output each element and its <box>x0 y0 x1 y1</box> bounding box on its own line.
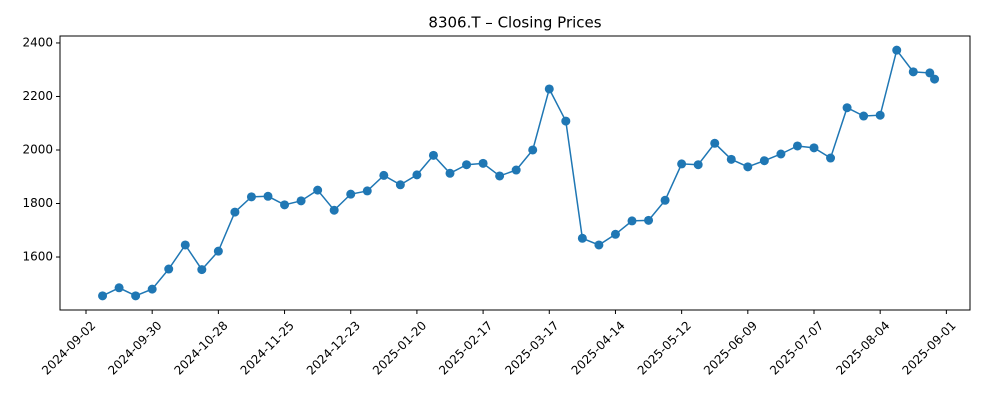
x-tick-label: 2024-11-25 <box>238 318 297 377</box>
x-tick-label: 2024-10-28 <box>171 318 230 377</box>
price-point <box>544 84 554 94</box>
price-point <box>329 205 339 215</box>
price-point <box>792 141 802 151</box>
price-point <box>908 67 918 77</box>
y-tick-label: 1800 <box>22 196 53 210</box>
price-point <box>776 149 786 159</box>
y-tick-label: 2200 <box>22 89 53 103</box>
x-tick-label: 2025-04-14 <box>569 318 628 377</box>
chart-title: 8306.T – Closing Prices <box>428 14 601 32</box>
price-point <box>759 156 769 166</box>
price-point <box>577 233 587 243</box>
x-tick-label: 2024-09-02 <box>39 318 98 377</box>
price-line <box>102 48 936 297</box>
price-point <box>627 216 637 226</box>
price-point <box>180 240 190 250</box>
price-point <box>197 265 207 275</box>
x-tick-label: 2025-05-12 <box>635 318 694 377</box>
plot-frame <box>59 35 971 311</box>
price-point <box>925 68 935 78</box>
price-point <box>528 145 538 155</box>
price-point <box>495 171 505 181</box>
price-point <box>511 165 521 175</box>
price-point <box>280 200 290 210</box>
price-point <box>462 160 472 170</box>
price-point <box>379 170 389 180</box>
price-point <box>930 74 940 84</box>
price-point <box>826 153 836 163</box>
price-point <box>428 150 438 160</box>
x-tick-label: 2025-08-04 <box>833 318 892 377</box>
price-point <box>164 264 174 274</box>
price-point <box>875 110 885 120</box>
price-point <box>693 160 703 170</box>
y-tick-label: 2000 <box>22 142 53 156</box>
price-point <box>395 180 405 190</box>
price-point <box>346 189 356 199</box>
x-tick-label: 2025-03-17 <box>502 318 561 377</box>
price-point <box>726 154 736 164</box>
y-tick-label: 2400 <box>22 35 53 49</box>
x-tick-label: 2024-09-30 <box>105 318 164 377</box>
price-point <box>478 158 488 168</box>
x-tick-label: 2025-09-01 <box>899 318 958 377</box>
price-point <box>362 186 372 196</box>
price-point <box>313 185 323 195</box>
y-tick-label: 1600 <box>22 250 53 264</box>
price-point <box>561 116 571 126</box>
price-point <box>230 207 240 217</box>
price-point <box>594 240 604 250</box>
price-point <box>892 45 902 55</box>
price-point <box>296 196 306 206</box>
x-tick-label: 2025-07-07 <box>767 318 826 377</box>
price-point <box>445 168 455 178</box>
price-point <box>147 284 157 294</box>
price-point <box>246 192 256 202</box>
price-point <box>859 111 869 121</box>
price-point <box>131 291 141 301</box>
x-tick-label: 2025-02-17 <box>436 318 495 377</box>
price-point <box>842 103 852 113</box>
price-point <box>98 291 108 301</box>
price-point <box>114 283 124 293</box>
price-point <box>677 159 687 169</box>
price-point <box>710 138 720 148</box>
x-tick-label: 2025-01-20 <box>370 318 429 377</box>
price-point <box>743 162 753 172</box>
price-point <box>412 170 422 180</box>
price-point <box>660 195 670 205</box>
price-point <box>263 191 273 201</box>
price-point <box>809 143 819 153</box>
x-tick-label: 2025-06-09 <box>701 318 760 377</box>
price-point <box>213 246 223 256</box>
price-point <box>644 215 654 225</box>
price-point <box>610 229 620 239</box>
x-tick-label: 2024-12-23 <box>304 318 363 377</box>
